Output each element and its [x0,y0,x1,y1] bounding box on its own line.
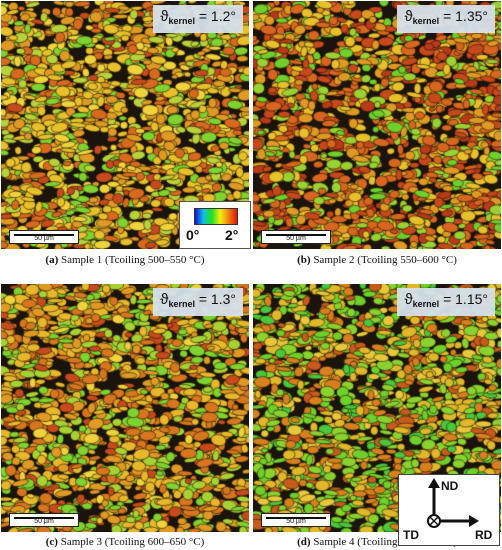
kernel-label-sample-4: ϑkernel = 1.15° [397,288,495,316]
scale-bar-sample-4: 50 µm [261,513,331,527]
caption-a: (a) Sample 1 (Tcoiling 500–550 °C) [45,254,205,266]
micrograph-sample-2: ϑkernel = 1.35° 50 µm [253,1,501,249]
color-scale-legend: 0° 2° [179,201,251,249]
micrograph-sample-3: ϑkernel = 1.3° 50 µm [1,284,249,532]
axis-rd-label: RD [475,528,493,542]
legend-min-label: 0° [186,227,200,243]
axis-nd-label: ND [441,479,459,493]
micrograph-sample-1: ϑkernel = 1.2° 50 µm [1,1,249,249]
scale-bar-sample-1: 50 µm [9,230,79,244]
kernel-label-sample-3: ϑkernel = 1.3° [153,288,243,316]
kam-map-sample-3 [1,284,249,532]
axis-td-label: TD [403,528,419,542]
sample-axes-diagram: ND TD RD [398,474,500,546]
scale-bar-sample-2: 50 µm [261,230,331,244]
legend-max-label: 2° [225,227,239,243]
kam-map-sample-2 [253,1,501,249]
color-gradient-bar [194,208,238,225]
axes-arrows-icon [427,478,479,528]
kernel-label-sample-2: ϑkernel = 1.35° [397,5,495,33]
micrograph-sample-4: ϑkernel = 1.15° 50 µm [253,284,501,532]
caption-c: (c) Sample 3 (Tcoiling 600–650 °C) [45,536,205,548]
kernel-label-sample-1: ϑkernel = 1.2° [153,5,243,33]
scale-bar-sample-3: 50 µm [9,513,79,527]
caption-b: (b) Sample 2 (Tcoiling 550–600 °C) [297,254,457,266]
